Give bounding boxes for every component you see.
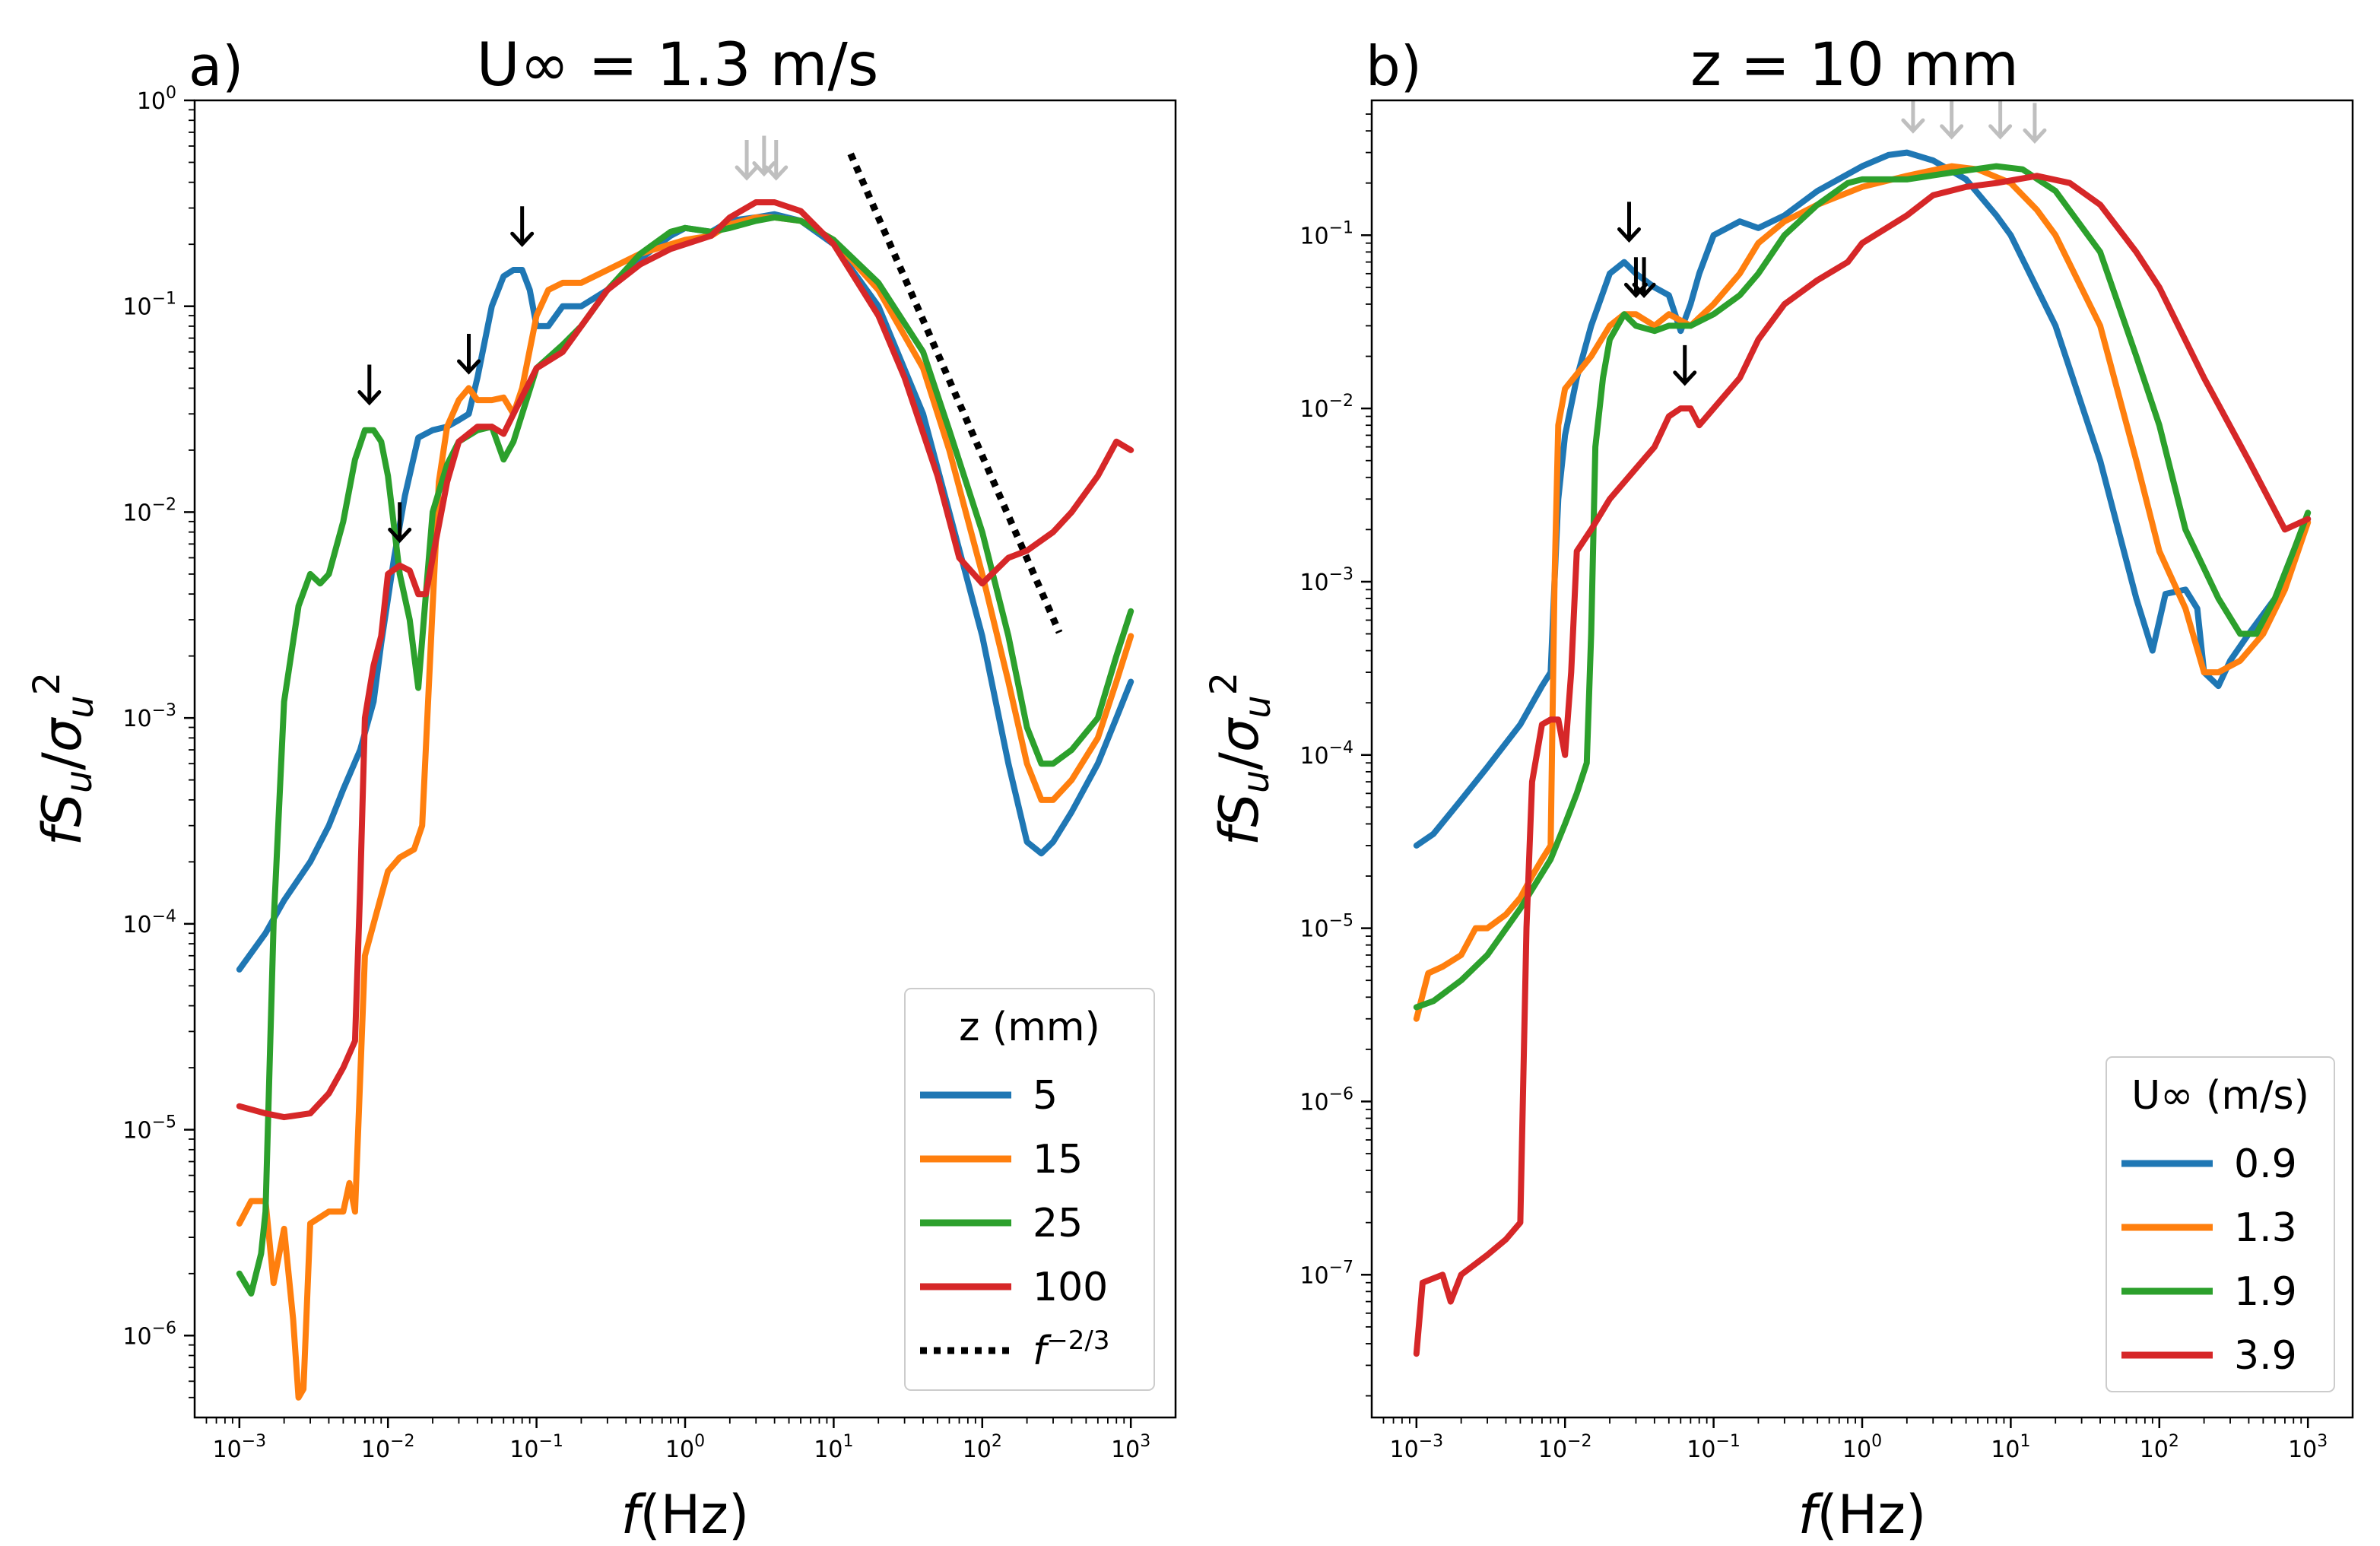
x-tick-label: 10−2 [361, 1432, 415, 1463]
legend-title: z (mm) [959, 1005, 1100, 1050]
annotation-arrow-gray [2023, 103, 2047, 144]
panel-b: 10−3 10−2 10−1 100 101 102 103 10−7 10−6 10−5 10−4… [1203, 31, 2354, 1546]
annotation-arrow-black [457, 334, 481, 375]
panel-a: 10−3 10−2 10−1 100 101 102 103 10−6 10−5 10−4 10−3… [26, 31, 1177, 1546]
annotation-arrow-gray [1988, 100, 2013, 140]
y-tick-label: 10−5 [122, 1113, 176, 1144]
y-axis: 10−7 10−6 10−5 10−4 10−3 10−2 10−1 [1299, 113, 1372, 1397]
y-axis-label: fSu/σu2 [26, 672, 102, 846]
annotation-arrow-black [510, 206, 535, 247]
y-tick-label: 100 [137, 84, 176, 115]
annotation-arrow-gray [752, 135, 776, 177]
y-tick-label: 10−6 [1299, 1084, 1353, 1116]
legend: U∞ (m/s) 0.9 1.3 1.9 3.9 [2106, 1056, 2335, 1392]
y-tick-label: 10−2 [122, 495, 176, 526]
y-tick-label: 10−6 [122, 1319, 176, 1350]
x-tick-label: 10−1 [1687, 1432, 1741, 1463]
legend-label: 5 [1033, 1073, 1058, 1119]
series-line-5 [236, 211, 1134, 973]
x-tick-label: 100 [665, 1432, 705, 1463]
y-tick-label: 10−4 [122, 907, 176, 938]
series-line-1.9 [1413, 163, 2312, 1011]
x-tick-label: 103 [1111, 1432, 1150, 1463]
chart-title: z = 10 mm [1690, 31, 2019, 100]
legend-label: 1.9 [2234, 1269, 2297, 1315]
y-tick-label: 10−1 [122, 290, 176, 321]
x-tick-label: 101 [1991, 1432, 2030, 1463]
y-axis-label: fSu/σu2 [1203, 672, 1279, 846]
x-tick-label: 10−1 [509, 1432, 563, 1463]
legend-frame [2106, 1056, 2335, 1392]
series-line-1.3 [1413, 163, 2312, 1022]
y-tick-label: 10−3 [122, 701, 176, 732]
x-axis: 10−3 10−2 10−1 100 101 102 103 [1382, 1417, 2328, 1463]
y-tick-label: 10−3 [1299, 565, 1353, 596]
annotation-arrow-gray [1901, 100, 1925, 134]
annotation-arrow-black [1632, 257, 1656, 298]
x-tick-label: 100 [1842, 1432, 1882, 1463]
annotation-arrow-gray [1940, 100, 1964, 140]
y-axis: 10−6 10−5 10−4 10−3 10−2 10−1 100 [122, 84, 195, 1398]
plot-area [1413, 100, 2312, 1357]
y-tick-label: 10−1 [1299, 218, 1353, 249]
legend-label: 15 [1033, 1137, 1083, 1183]
annotation-arrow-black [1673, 344, 1697, 386]
panel-tag: b) [1366, 34, 1422, 98]
panel-tag: a) [189, 34, 243, 98]
y-tick-label: 10−7 [1299, 1258, 1353, 1289]
legend-label: 100 [1033, 1265, 1108, 1310]
y-tick-label: 10−4 [1299, 738, 1353, 770]
x-axis: 10−3 10−2 10−1 100 101 102 103 [205, 1417, 1150, 1463]
x-tick-label: 102 [2140, 1432, 2179, 1463]
x-tick-label: 101 [814, 1432, 853, 1463]
x-axis-label: f(Hz) [621, 1484, 750, 1546]
annotation-arrow-black [1617, 202, 1641, 243]
series-line-25 [236, 214, 1134, 1297]
y-tick-label: 10−5 [1299, 912, 1353, 943]
annotation-arrow-black [357, 364, 382, 406]
y-tick-label: 10−2 [1299, 392, 1353, 423]
plot-area [236, 135, 1134, 1401]
legend-label: 1.3 [2234, 1205, 2297, 1251]
x-tick-label: 10−2 [1538, 1432, 1592, 1463]
x-tick-label: 103 [2288, 1432, 2328, 1463]
x-tick-label: 10−3 [1390, 1432, 1444, 1463]
annotation-arrow-gray [764, 139, 789, 181]
series-line-3.9 [1413, 173, 2312, 1357]
x-tick-label: 102 [963, 1432, 1002, 1463]
annotation-arrow-gray [735, 139, 759, 181]
x-axis-label: f(Hz) [1798, 1484, 1927, 1546]
series-line-100 [236, 199, 1134, 1121]
legend-label: 0.9 [2234, 1141, 2297, 1187]
legend-title: U∞ (m/s) [2131, 1073, 2309, 1119]
reference-line-f-minus-two-thirds [847, 152, 1063, 634]
legend-label: 3.9 [2234, 1333, 2297, 1379]
x-tick-label: 10−3 [213, 1432, 267, 1463]
legend-label: 25 [1033, 1201, 1083, 1246]
chart-title: U∞ = 1.3 m/s [477, 31, 879, 100]
annotation-arrow-black [388, 502, 412, 544]
